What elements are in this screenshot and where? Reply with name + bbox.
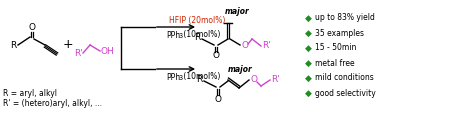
Text: O: O	[212, 52, 219, 60]
Text: R': R'	[262, 42, 271, 50]
Text: 15 - 50min: 15 - 50min	[315, 44, 356, 53]
Text: PPh: PPh	[166, 72, 180, 82]
Text: (10mol%): (10mol%)	[181, 30, 220, 39]
Text: R = aryl, alkyl: R = aryl, alkyl	[3, 88, 57, 98]
Text: major: major	[225, 8, 249, 16]
Text: (10mol%): (10mol%)	[181, 72, 220, 82]
Text: O: O	[250, 76, 257, 84]
Text: ◆: ◆	[305, 73, 311, 83]
Text: R': R'	[74, 49, 83, 58]
Text: O: O	[215, 95, 221, 103]
Text: ◆: ◆	[305, 14, 311, 23]
Text: R: R	[10, 42, 16, 50]
Text: R: R	[194, 34, 200, 42]
Text: ◆: ◆	[305, 88, 311, 98]
Text: ◆: ◆	[305, 58, 311, 68]
Text: HFIP (20mol%): HFIP (20mol%)	[169, 16, 225, 26]
Text: 3: 3	[179, 34, 182, 39]
Text: 3: 3	[179, 76, 182, 82]
Text: mild conditions: mild conditions	[315, 73, 374, 83]
Text: R': R'	[271, 76, 280, 84]
Text: OH: OH	[101, 46, 115, 56]
Text: R' = (hetero)aryl, alkyl, ...: R' = (hetero)aryl, alkyl, ...	[3, 99, 102, 109]
Text: R: R	[196, 76, 202, 84]
Text: good selectivity: good selectivity	[315, 88, 376, 98]
Text: +: +	[63, 38, 73, 52]
Text: PPh: PPh	[166, 30, 180, 39]
Text: metal free: metal free	[315, 58, 355, 68]
Text: major: major	[228, 64, 252, 73]
Text: O: O	[28, 23, 36, 33]
Text: ◆: ◆	[305, 29, 311, 38]
Text: ◆: ◆	[305, 44, 311, 53]
Text: 35 examples: 35 examples	[315, 29, 364, 38]
Text: up to 83% yield: up to 83% yield	[315, 14, 375, 23]
Text: O: O	[241, 42, 248, 50]
